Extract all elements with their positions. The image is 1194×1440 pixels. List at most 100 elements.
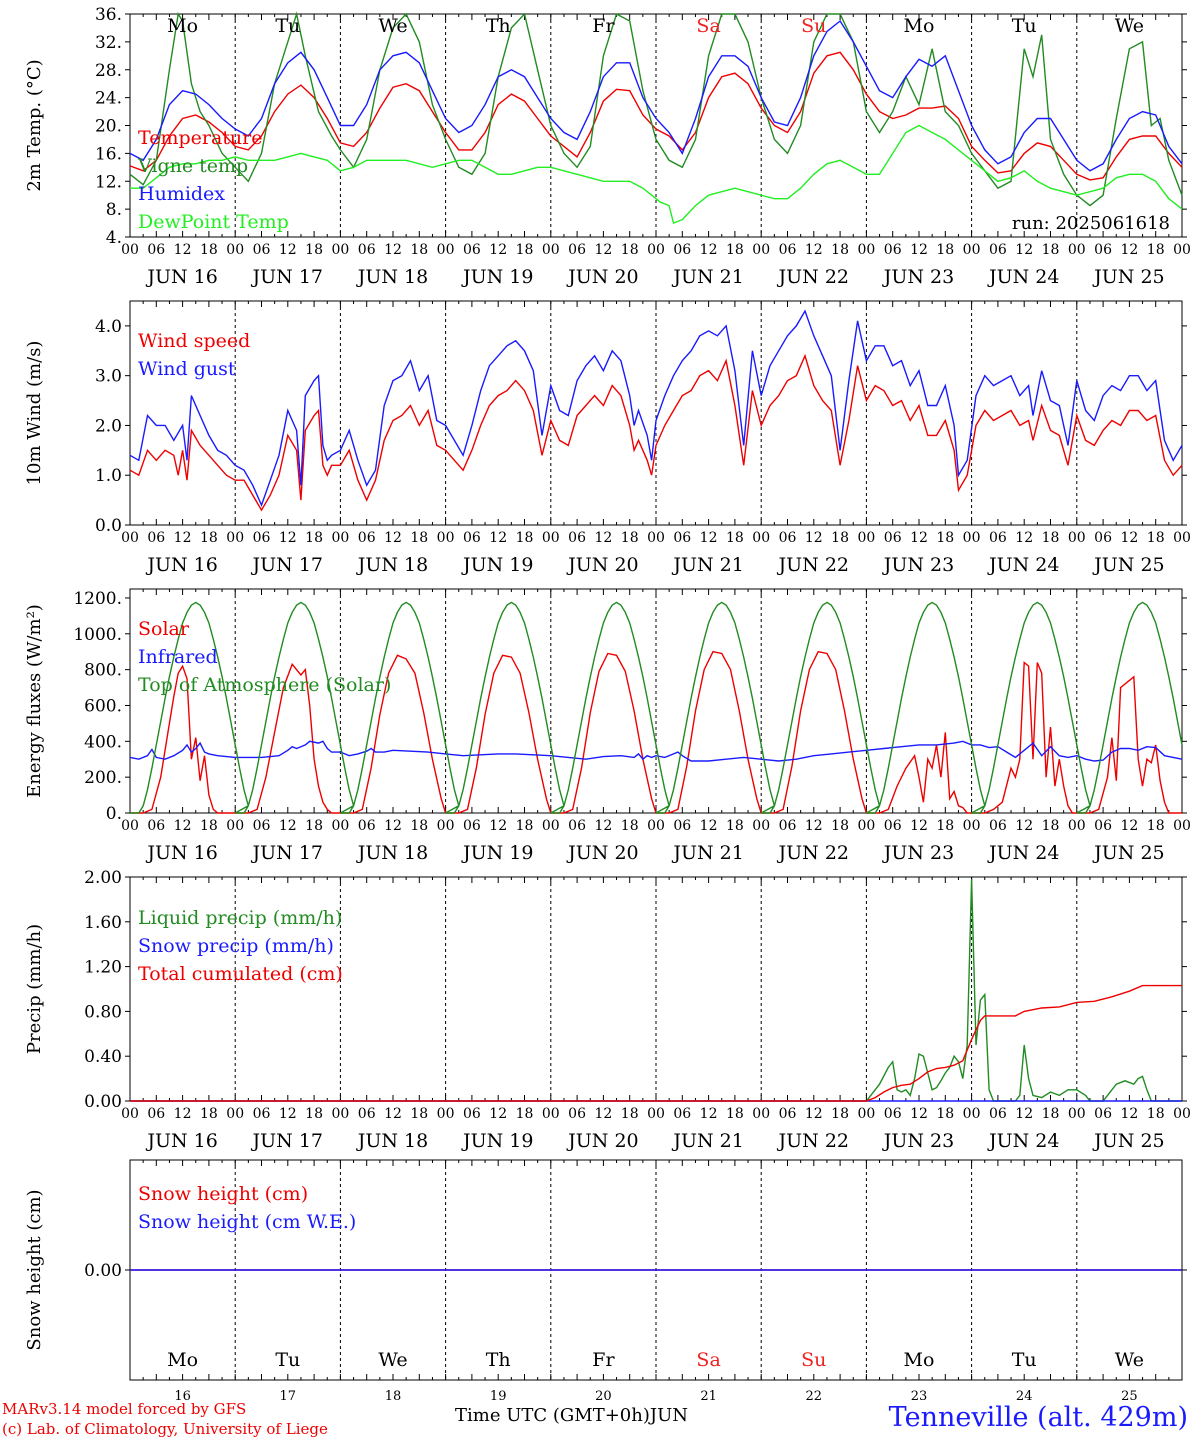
hour-label: 00 bbox=[1068, 242, 1086, 258]
hour-label: 00 bbox=[121, 1106, 139, 1122]
hour-label: 06 bbox=[989, 242, 1007, 258]
weekday-label: Su bbox=[801, 15, 826, 37]
weekday-label: Tu bbox=[275, 15, 300, 37]
hour-label: 18 bbox=[1147, 530, 1165, 546]
y-tick-label: 0.00 bbox=[84, 1261, 122, 1281]
hour-label: 18 bbox=[1042, 530, 1060, 546]
day-label: JUN 17 bbox=[251, 1130, 323, 1152]
hour-label: 18 bbox=[1042, 1106, 1060, 1122]
hour-label: 12 bbox=[1015, 1106, 1033, 1122]
y-axis-label: 2m Temp. (°C) bbox=[24, 59, 45, 191]
hour-label: 18 bbox=[936, 818, 954, 834]
hour-label: 06 bbox=[358, 242, 376, 258]
day-label: JUN 19 bbox=[461, 266, 533, 288]
hour-label: 06 bbox=[358, 818, 376, 834]
hour-label: 12 bbox=[594, 1106, 612, 1122]
day-label: JUN 17 bbox=[251, 266, 323, 288]
hour-label: 12 bbox=[805, 530, 823, 546]
series-line bbox=[129, 19, 1183, 172]
hour-label: 12 bbox=[805, 1106, 823, 1122]
hour-label: 12 bbox=[489, 242, 507, 258]
hour-label: 06 bbox=[989, 818, 1007, 834]
hour-label: 18 bbox=[621, 1106, 639, 1122]
series-line bbox=[130, 650, 1182, 814]
hour-label: 18 bbox=[516, 1106, 534, 1122]
day-label: JUN 23 bbox=[882, 266, 954, 288]
run-label: run: 2025061618 bbox=[1012, 213, 1170, 234]
hour-label: 18 bbox=[305, 242, 323, 258]
hour-label: 06 bbox=[673, 242, 691, 258]
weekday-label: Su bbox=[801, 1349, 826, 1371]
day-number-label: 22 bbox=[806, 1389, 823, 1400]
hour-label: 12 bbox=[700, 818, 718, 834]
hour-label: 00 bbox=[752, 242, 770, 258]
hour-label: 00 bbox=[331, 242, 349, 258]
legend-entry: Liquid precip (mm/h) bbox=[138, 907, 342, 929]
hour-label: 00 bbox=[121, 242, 139, 258]
weekday-label: Tu bbox=[275, 1349, 300, 1371]
day-label: JUN 21 bbox=[671, 554, 743, 576]
weekday-label: Th bbox=[486, 15, 511, 37]
x-axis-month: JUN bbox=[649, 1405, 689, 1426]
hour-label: 12 bbox=[489, 818, 507, 834]
hour-label: 06 bbox=[463, 818, 481, 834]
y-tick-label: 0. bbox=[106, 804, 122, 824]
hour-label: 00 bbox=[857, 1106, 875, 1122]
hour-label: 18 bbox=[726, 530, 744, 546]
hour-label: 18 bbox=[936, 1106, 954, 1122]
copyright-credit: (c) Lab. of Climatology, University of L… bbox=[2, 1420, 328, 1438]
hour-label: 12 bbox=[1015, 818, 1033, 834]
day-number-label: 16 bbox=[174, 1389, 191, 1400]
hour-label: 06 bbox=[779, 530, 797, 546]
hour-label: 06 bbox=[673, 530, 691, 546]
hour-label: 06 bbox=[884, 1106, 902, 1122]
hour-label: 00 bbox=[226, 530, 244, 546]
day-label: JUN 23 bbox=[882, 842, 954, 864]
day-label: JUN 24 bbox=[987, 842, 1059, 864]
y-tick-label: 4. bbox=[106, 228, 122, 248]
day-label: JUN 22 bbox=[777, 554, 849, 576]
day-label: JUN 19 bbox=[461, 842, 533, 864]
legend-entry: Solar bbox=[138, 618, 190, 640]
hour-label: 18 bbox=[200, 818, 218, 834]
hour-label: 18 bbox=[831, 530, 849, 546]
hour-label: 12 bbox=[594, 530, 612, 546]
hour-label: 00 bbox=[1068, 530, 1086, 546]
hour-label: 18 bbox=[936, 530, 954, 546]
series-line bbox=[129, 353, 1183, 512]
y-axis-label: 10m Wind (m/s) bbox=[24, 341, 45, 486]
day-label: JUN 18 bbox=[356, 266, 428, 288]
weekday-label: Mo bbox=[904, 1349, 935, 1371]
hour-label: 18 bbox=[621, 242, 639, 258]
hour-label: 12 bbox=[279, 1106, 297, 1122]
day-label: JUN 20 bbox=[566, 1130, 638, 1152]
hour-label: 12 bbox=[384, 530, 402, 546]
y-tick-label: 32. bbox=[95, 33, 122, 53]
y-tick-label: 16. bbox=[95, 144, 122, 164]
station-name: Tenneville (alt. 429m) bbox=[888, 1402, 1188, 1433]
y-tick-label: 800. bbox=[84, 661, 122, 681]
hour-label: 00 bbox=[437, 1106, 455, 1122]
day-label: JUN 21 bbox=[671, 266, 743, 288]
hour-label: 06 bbox=[568, 818, 586, 834]
weekday-label: Fr bbox=[592, 15, 615, 37]
hour-label: 18 bbox=[1147, 1106, 1165, 1122]
hour-label: 18 bbox=[1042, 818, 1060, 834]
hour-label: 06 bbox=[884, 818, 902, 834]
y-tick-label: 24. bbox=[95, 89, 122, 109]
hour-label: 00 bbox=[542, 1106, 560, 1122]
hour-label: 12 bbox=[1120, 818, 1138, 834]
hour-label: 00 bbox=[331, 1106, 349, 1122]
y-tick-label: 0.80 bbox=[84, 1002, 122, 1022]
day-label: JUN 17 bbox=[251, 842, 323, 864]
hour-label: 00 bbox=[647, 242, 665, 258]
hour-label: 06 bbox=[147, 818, 165, 834]
hour-label: 00 bbox=[331, 818, 349, 834]
hour-label: 00 bbox=[437, 530, 455, 546]
hour-label: 18 bbox=[831, 1106, 849, 1122]
hour-label: 00 bbox=[647, 530, 665, 546]
hour-label: 06 bbox=[253, 242, 271, 258]
hour-label: 18 bbox=[516, 242, 534, 258]
day-number-label: 24 bbox=[1016, 1389, 1033, 1400]
hour-label: 00 bbox=[542, 818, 560, 834]
